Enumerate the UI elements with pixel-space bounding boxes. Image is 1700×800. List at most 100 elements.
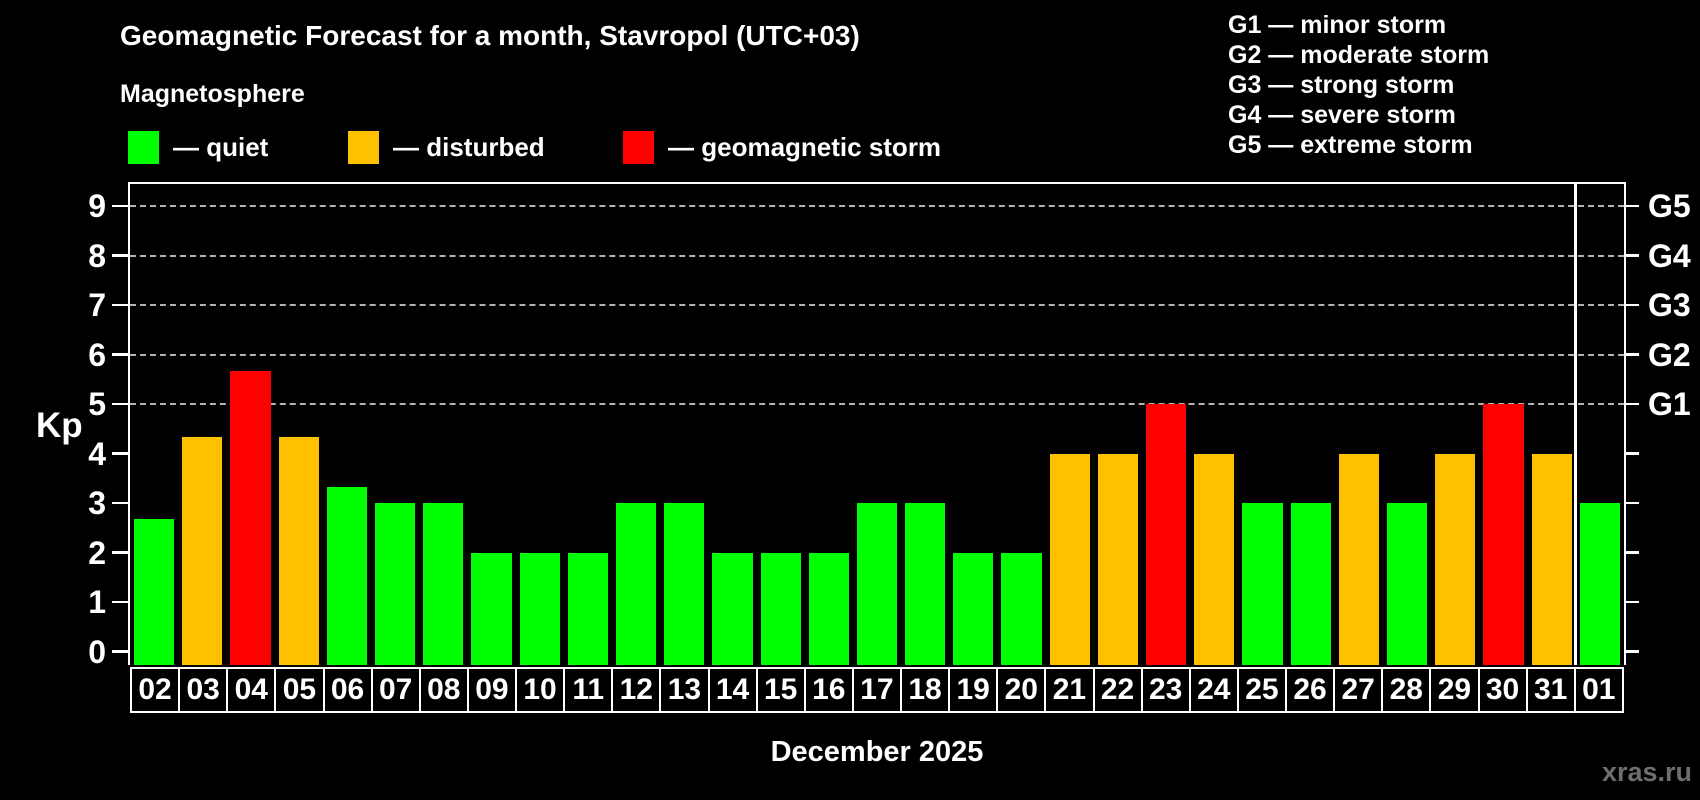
- x-day-label-25: 25: [1238, 667, 1287, 713]
- y-tick-label-5: 5: [88, 386, 106, 422]
- bar-day-29: [1435, 453, 1476, 665]
- x-day-label-20: 20: [998, 667, 1047, 713]
- x-day-label-18: 18: [902, 667, 951, 713]
- bar-day-07: [374, 503, 416, 665]
- legend-disturbed-label: — disturbed: [393, 131, 545, 162]
- disturbed-color-swatch: [348, 130, 379, 164]
- x-day-label-06: 06: [324, 667, 373, 713]
- g-axis-label-g1: G1: [1648, 386, 1691, 422]
- y-tick-left-6: [112, 353, 130, 356]
- x-axis-title: December 2025: [770, 736, 984, 768]
- watermark: xras.ru: [1601, 757, 1692, 787]
- bar-day-15: [760, 552, 801, 665]
- y-tick-right-3: [1624, 501, 1639, 505]
- gridline-kp6: [130, 353, 1624, 356]
- x-day-label-10: 10: [517, 667, 566, 713]
- bar-day-26: [1290, 503, 1331, 665]
- x-day-label-19: 19: [950, 667, 999, 713]
- x-day-label-08: 08: [420, 667, 469, 713]
- x-day-label-31: 31: [1527, 667, 1576, 713]
- bar-day-01: [1579, 503, 1620, 665]
- y-tick-left-2: [112, 551, 130, 554]
- chart-title: Geomagnetic Forecast for a month, Stavro…: [120, 20, 860, 51]
- g5-legend-line: G5 — extreme storm: [1228, 131, 1473, 159]
- bar-day-17: [856, 503, 898, 665]
- y-tick-right-1: [1624, 600, 1639, 604]
- y-tick-label-6: 6: [88, 336, 106, 373]
- y-tick-right-2: [1624, 551, 1639, 554]
- bar-day-10: [519, 552, 560, 665]
- bar-day-08: [423, 503, 464, 665]
- g4-legend-line: G4 — severe storm: [1228, 101, 1456, 129]
- x-day-label-21: 21: [1046, 667, 1095, 713]
- g-axis-label-g5: G5: [1648, 188, 1691, 224]
- y-tick-left-1: [112, 600, 130, 604]
- x-day-label-17: 17: [853, 667, 902, 713]
- y-tick-right-9: [1624, 204, 1639, 208]
- y-tick-right-4: [1624, 452, 1639, 455]
- legend-item-disturbed: — disturbed: [348, 129, 545, 165]
- bar-day-12: [615, 503, 657, 665]
- x-day-label-22: 22: [1094, 667, 1143, 713]
- bar-day-13: [664, 503, 705, 665]
- x-day-label-24: 24: [1190, 667, 1239, 713]
- x-day-label-26: 26: [1287, 667, 1336, 713]
- bar-day-27: [1338, 453, 1380, 665]
- gridline-kp7: [130, 304, 1624, 306]
- y-tick-right-8: [1624, 254, 1639, 257]
- x-day-label-15: 15: [757, 667, 806, 713]
- legend-item-quiet: — quiet: [128, 129, 268, 165]
- x-axis-day-labels: 02 03 04 05 06 07 08 09 10 11 12 13 14 15 16 17 18 19 20 21…: [130, 667, 1624, 713]
- x-day-label-04: 04: [228, 667, 277, 713]
- g-axis-label-g4: G4: [1648, 237, 1691, 274]
- bar-day-21: [1049, 453, 1090, 665]
- y-tick-label-8: 8: [88, 237, 106, 274]
- y-axis-label: Kp: [36, 406, 83, 445]
- legend-storm-label: — geomagnetic storm: [668, 131, 942, 162]
- x-day-label-29: 29: [1431, 667, 1480, 713]
- bar-day-19: [953, 552, 994, 665]
- x-day-label-23: 23: [1142, 667, 1191, 713]
- x-day-label-11: 11: [565, 667, 614, 713]
- x-day-label-02: 02: [130, 667, 181, 713]
- bar-day-09: [471, 552, 512, 665]
- month-boundary-line: [1574, 184, 1578, 665]
- x-day-label-07: 07: [372, 667, 421, 713]
- x-day-label-27: 27: [1335, 667, 1384, 713]
- x-day-label-16: 16: [805, 667, 854, 713]
- x-day-label-30: 30: [1479, 667, 1528, 713]
- bar-day-03: [182, 437, 223, 665]
- y-tick-left-8: [112, 254, 130, 257]
- bar-day-31: [1531, 453, 1572, 665]
- gridline-kp9: [130, 205, 1624, 207]
- x-day-label-13: 13: [661, 667, 710, 713]
- bar-day-28: [1387, 503, 1428, 665]
- y-tick-label-4: 4: [88, 435, 106, 472]
- x-day-label-12: 12: [613, 667, 662, 713]
- bar-day-20: [1001, 552, 1042, 665]
- y-tick-left-7: [112, 303, 130, 307]
- bar-day-23: [1146, 404, 1187, 665]
- bar-day-18: [905, 503, 946, 665]
- bar-day-16: [808, 552, 849, 665]
- storm-color-swatch: [623, 130, 654, 164]
- gridline-kp8: [130, 254, 1624, 257]
- bar-day-25: [1242, 503, 1283, 665]
- bar-day-06: [326, 486, 367, 665]
- y-tick-left-9: [112, 204, 130, 208]
- y-tick-label-7: 7: [88, 287, 106, 323]
- chart-subtitle: Magnetosphere: [120, 80, 305, 108]
- bar-day-22: [1097, 453, 1139, 665]
- x-day-label-03: 03: [180, 667, 229, 713]
- bar-day-24: [1194, 453, 1235, 665]
- y-tick-left-0: [112, 650, 130, 653]
- g-axis-label-g3: G3: [1648, 287, 1691, 323]
- y-tick-right-5: [1624, 402, 1639, 406]
- plot-area: [128, 182, 1626, 665]
- y-tick-left-3: [112, 501, 130, 505]
- y-tick-label-9: 9: [88, 188, 106, 224]
- gridline-kp5: [130, 403, 1624, 405]
- bar-day-30: [1483, 404, 1524, 665]
- legend-item-storm: — geomagnetic storm: [623, 129, 941, 165]
